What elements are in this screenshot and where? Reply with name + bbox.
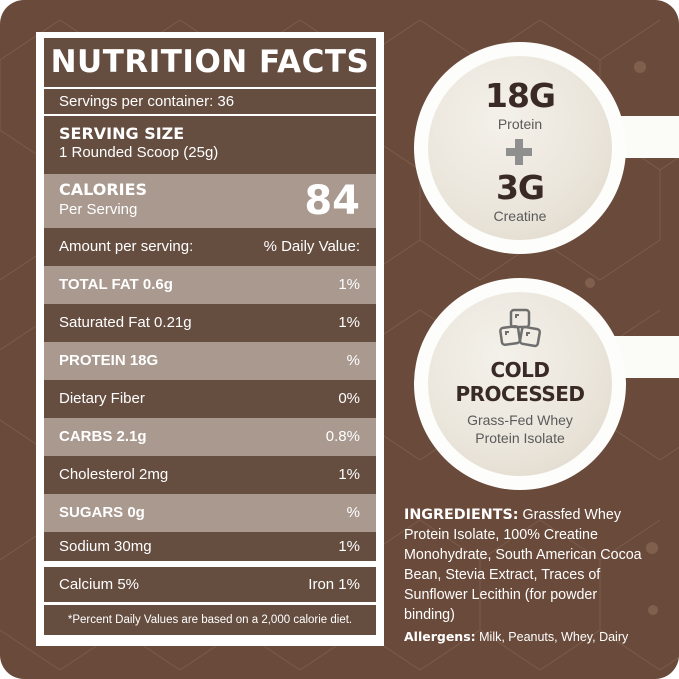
nutrient-row: PROTEIN 18G % — [44, 342, 376, 380]
calories-value: 84 — [304, 178, 360, 224]
allergens-block: Allergens: Milk, Peanuts, Whey, Dairy — [404, 629, 628, 644]
nutrient-dv: 1% — [338, 314, 360, 331]
servings-per-container: Servings per container: 36 — [44, 89, 376, 114]
nutrient-row: CARBS 2.1g 0.8% — [44, 418, 376, 456]
nutrient-name: Dietary Fiber — [59, 390, 145, 407]
creatine-label: Creatine — [493, 208, 547, 224]
calories-heading: CALORIES — [59, 180, 148, 199]
nutrient-row: SUGARS 0g % — [44, 494, 376, 532]
ingredients-block: INGREDIENTS: Grassfed Whey Protein Isola… — [404, 505, 644, 625]
powder-texture: COLD PROCESSED Grass-Fed Whey Protein Is… — [428, 292, 612, 476]
calories-sub: Per Serving — [59, 201, 138, 218]
iron-value: Iron 1% — [308, 576, 360, 593]
protein-scoop-badge: 18G Protein 3G Creatine — [414, 42, 626, 254]
nutrient-dv: % — [346, 352, 360, 369]
ice-cubes-icon — [499, 308, 542, 348]
nutrient-name: TOTAL FAT 0.6g — [59, 276, 173, 293]
nutrient-name: Saturated Fat 0.21g — [59, 314, 192, 331]
creatine-amount: 3G — [495, 168, 545, 207]
amount-header: Amount per serving: — [59, 238, 194, 255]
serving-size-value: 1 Rounded Scoop (25g) — [59, 144, 219, 161]
nutrient-dv: % — [346, 504, 360, 521]
nutrient-dv: 0.8% — [325, 428, 360, 445]
nutrient-dv: 1% — [338, 466, 360, 483]
calories-block: CALORIES Per Serving 84 — [44, 174, 376, 228]
protein-label: Protein — [497, 116, 543, 132]
ingredients-text: Grassfed Whey Protein Isolate, 100% Crea… — [404, 507, 642, 623]
calcium-value: Calcium 5% — [59, 576, 140, 593]
protein-isolate-label: Protein Isolate — [475, 430, 565, 446]
nutrient-row: Saturated Fat 0.21g 1% — [44, 304, 376, 342]
daily-value-footnote: *Percent Daily Values are based on a 2,0… — [44, 605, 376, 635]
nutrition-title: NUTRITION FACTS — [44, 38, 376, 87]
allergens-text: Milk, Peanuts, Whey, Dairy — [475, 630, 629, 644]
nutrient-name: Sodium 30mg — [59, 538, 152, 555]
allergens-label: Allergens: — [404, 629, 476, 644]
nutrient-row: Dietary Fiber 0% — [44, 380, 376, 418]
nutrient-row: Cholesterol 2mg 1% — [44, 456, 376, 494]
nutrient-name: CARBS 2.1g — [59, 428, 147, 445]
cold-label: COLD — [490, 358, 550, 382]
grass-fed-label: Grass-Fed Whey — [467, 412, 573, 428]
serving-size-block: SERVING SIZE 1 Rounded Scoop (25g) — [44, 116, 376, 174]
processed-label: PROCESSED — [455, 382, 585, 406]
amount-header-row: Amount per serving: % Daily Value: — [44, 228, 376, 266]
minerals-row: Calcium 5% Iron 1% — [44, 567, 376, 602]
nutrient-row: Sodium 30mg 1% — [44, 532, 376, 561]
nutrient-dv: 1% — [338, 276, 360, 293]
powder-texture: 18G Protein 3G Creatine — [428, 56, 612, 240]
nutrient-dv: 0% — [338, 390, 360, 407]
plus-icon — [506, 139, 532, 165]
nutrient-dv: 1% — [338, 538, 360, 555]
cold-processed-badge: COLD PROCESSED Grass-Fed Whey Protein Is… — [414, 278, 626, 490]
dv-header: % Daily Value: — [263, 238, 360, 255]
nutrient-name: SUGARS 0g — [59, 504, 145, 521]
nutrient-name: Cholesterol 2mg — [59, 466, 169, 483]
nutrient-row: TOTAL FAT 0.6g 1% — [44, 266, 376, 304]
nutrition-facts-panel: NUTRITION FACTS Servings per container: … — [36, 32, 384, 646]
protein-amount: 18G — [484, 76, 556, 115]
ingredients-label: INGREDIENTS: — [404, 507, 519, 523]
serving-size-heading: SERVING SIZE — [59, 124, 185, 143]
nutrient-name: PROTEIN 18G — [59, 352, 159, 369]
